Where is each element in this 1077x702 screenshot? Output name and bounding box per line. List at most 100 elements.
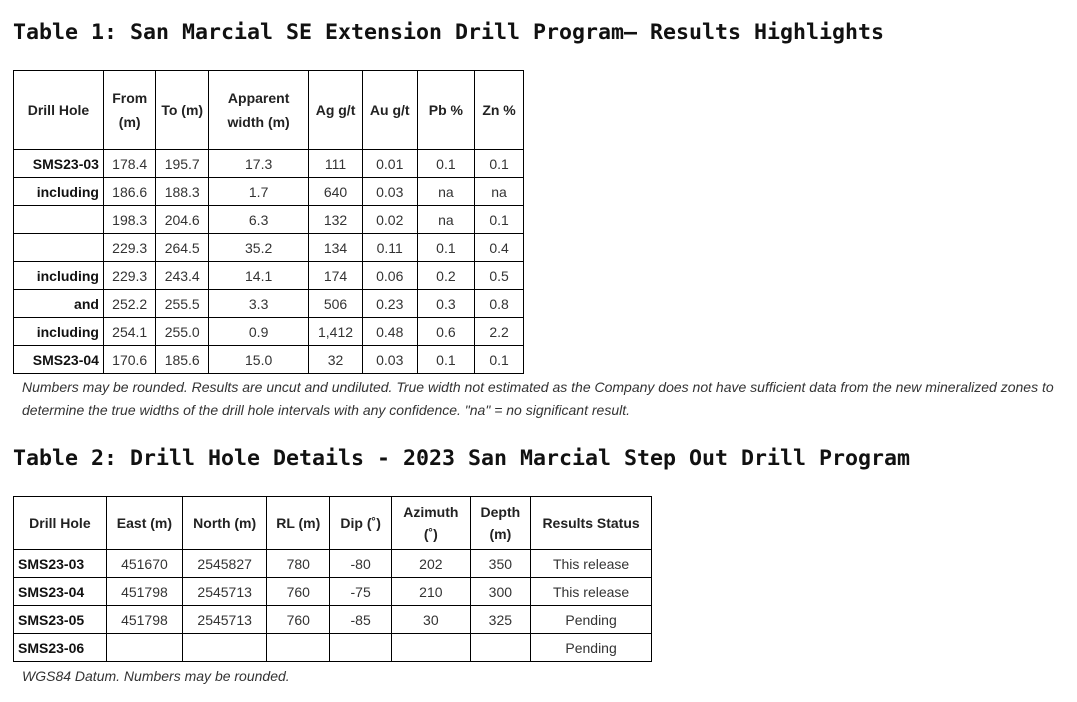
table-cell: 451798 [105, 577, 184, 606]
table-cell: 198.3 [102, 205, 157, 234]
table2-footnote: WGS84 Datum. Numbers may be rounded. [22, 668, 290, 684]
table-cell: 204.6 [155, 205, 209, 234]
table-cell: 188.3 [155, 177, 209, 206]
column-header: Au g/t [361, 70, 418, 150]
table-row: including 229.3 243.4 14.1 174 0.06 0.2 0.5 [13, 261, 524, 290]
column-header: Results Status [530, 496, 652, 550]
drill-hole-cell: SMS23-06 [13, 633, 107, 662]
table-header-row: Drill Hole East (m) North (m) RL (m) Dip (˚)… [13, 496, 652, 550]
table-cell: 0.1 [474, 345, 524, 374]
table-cell: 252.2 [102, 289, 157, 318]
table-cell: 0.1 [416, 233, 476, 262]
table-cell: 760 [266, 605, 331, 634]
table-row: SMS23-04 451798 2545713 760 -75 210 300 This re… [13, 577, 652, 606]
column-header: Ag g/t [308, 70, 363, 150]
table-cell [105, 633, 184, 662]
table-cell [391, 633, 471, 662]
table-cell: 0.1 [416, 345, 476, 374]
results-highlights-table: Drill Hole From (m) To (m) Apparent width (… [13, 70, 524, 374]
table-cell: 6.3 [207, 205, 310, 234]
table-cell: na [416, 177, 476, 206]
table-cell: 0.02 [361, 205, 418, 234]
table-cell: 264.5 [155, 233, 209, 262]
table-cell: 0.3 [416, 289, 476, 318]
table-cell: Pending [530, 605, 652, 634]
table-cell: 178.4 [102, 149, 157, 178]
table-cell: 174 [308, 261, 363, 290]
column-header: To (m) [155, 70, 209, 150]
table-cell: 0.1 [416, 149, 476, 178]
table-cell: 35.2 [207, 233, 310, 262]
table-cell: 255.0 [155, 317, 209, 346]
column-header: Depth (m) [469, 496, 532, 550]
table-cell: 255.5 [155, 289, 209, 318]
column-header: Pb % [416, 70, 476, 150]
table-row: including 254.1 255.0 0.9 1,412 0.48 0.6 2.2 [13, 317, 524, 346]
column-header: Zn % [474, 70, 524, 150]
table-cell: 451798 [105, 605, 184, 634]
table-cell: 0.06 [361, 261, 418, 290]
table-cell: 2.2 [474, 317, 524, 346]
table-cell: 195.7 [155, 149, 209, 178]
table1-footnote: Numbers may be rounded. Results are uncu… [22, 379, 1054, 418]
table-cell [469, 633, 532, 662]
table-cell: This release [530, 577, 652, 606]
table-cell: 3.3 [207, 289, 310, 318]
table-row: including 186.6 188.3 1.7 640 0.03 na na [13, 177, 524, 206]
table-cell: 185.6 [155, 345, 209, 374]
drill-hole-cell: SMS23-03 [13, 549, 107, 578]
table-cell: This release [530, 549, 652, 578]
table-cell: 1.7 [207, 177, 310, 206]
table-cell: 0.23 [361, 289, 418, 318]
drill-hole-cell: including [13, 317, 104, 346]
table-row: 198.3 204.6 6.3 132 0.02 na 0.1 [13, 205, 524, 234]
table-cell: 0.2 [416, 261, 476, 290]
table-cell [329, 633, 393, 662]
table-cell: 186.6 [102, 177, 157, 206]
table1-title: Table 1: San Marcial SE Extension Drill … [13, 20, 885, 45]
table-cell: 111 [308, 149, 363, 178]
column-header: Apparent width (m) [207, 70, 310, 150]
drill-hole-details-table: Drill Hole East (m) North (m) RL (m) Dip (˚)… [13, 496, 652, 662]
table-cell: 32 [308, 345, 363, 374]
drill-hole-cell [13, 233, 104, 262]
table-cell: 0.48 [361, 317, 418, 346]
table-row: SMS23-05 451798 2545713 760 -85 30 325 Pending [13, 605, 652, 634]
table-row: and 252.2 255.5 3.3 506 0.23 0.3 0.8 [13, 289, 524, 318]
table-cell [266, 633, 331, 662]
table-cell: 243.4 [155, 261, 209, 290]
column-header: North (m) [182, 496, 268, 550]
table-cell: na [474, 177, 524, 206]
table-cell: 0.01 [361, 149, 418, 178]
table-cell: 170.6 [102, 345, 157, 374]
table-cell: 760 [266, 577, 331, 606]
table-cell: 0.6 [416, 317, 476, 346]
table-cell: 132 [308, 205, 363, 234]
table-cell: 2545713 [182, 605, 268, 634]
table-cell: 0.1 [474, 205, 524, 234]
drill-hole-cell: SMS23-04 [13, 345, 104, 374]
table-cell: 0.1 [474, 149, 524, 178]
table-cell: 0.03 [361, 345, 418, 374]
table2-title: Table 2: Drill Hole Details - 2023 San M… [13, 446, 911, 471]
table-cell: 506 [308, 289, 363, 318]
table-cell: 0.03 [361, 177, 418, 206]
table-cell: 210 [391, 577, 471, 606]
table-cell: 325 [469, 605, 532, 634]
table-header-row: Drill Hole From (m) To (m) Apparent width (… [13, 70, 524, 150]
column-header: Azimuth (˚) [391, 496, 471, 550]
column-header: Drill Hole [13, 496, 107, 550]
table-cell: 1,412 [308, 317, 363, 346]
table-cell: -75 [329, 577, 393, 606]
table-cell: 0.5 [474, 261, 524, 290]
column-header: From (m) [102, 70, 157, 150]
column-header: RL (m) [266, 496, 331, 550]
drill-hole-cell: SMS23-03 [13, 149, 104, 178]
drill-hole-cell: SMS23-04 [13, 577, 107, 606]
column-header: Drill Hole [13, 70, 104, 150]
table-cell: -85 [329, 605, 393, 634]
drill-hole-cell: including [13, 261, 104, 290]
drill-hole-cell: including [13, 177, 104, 206]
table-cell: 15.0 [207, 345, 310, 374]
drill-hole-cell [13, 205, 104, 234]
